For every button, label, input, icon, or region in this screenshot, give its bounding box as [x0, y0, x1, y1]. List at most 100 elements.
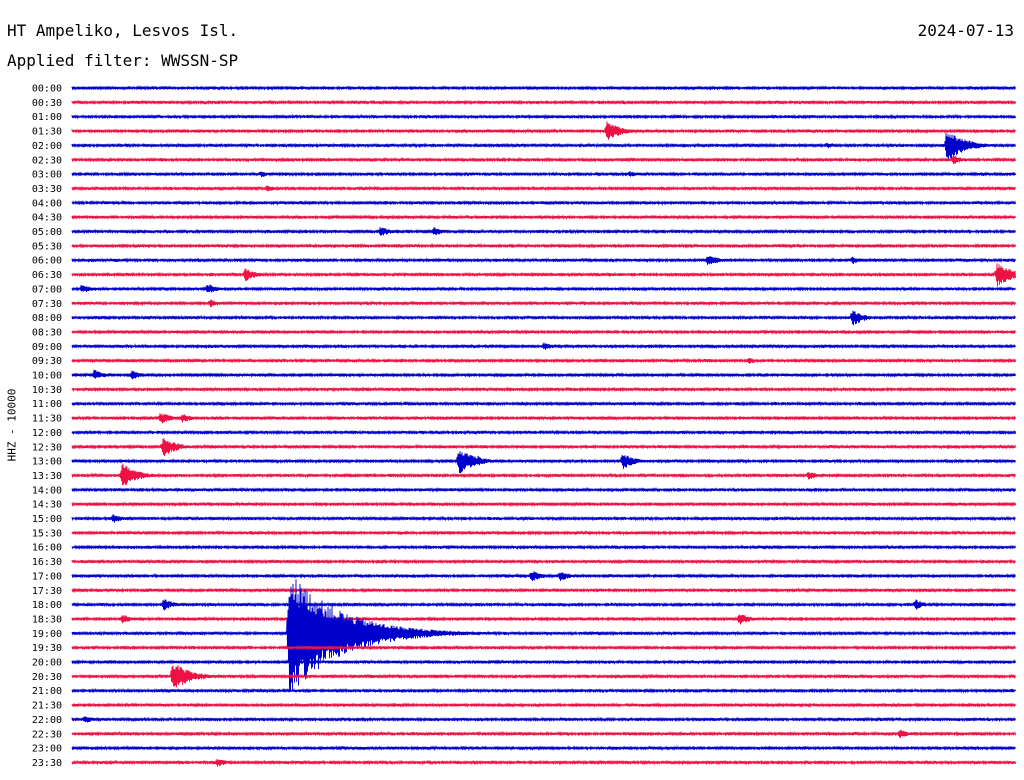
trace-row-1430 [71, 501, 1016, 508]
filter-label: Applied filter: WWSSN-SP [7, 51, 239, 70]
row-time-label: 06:00 [32, 256, 62, 267]
trace-row-0230 [71, 155, 1016, 165]
trace-row-1230 [71, 438, 1016, 457]
row-time-label: 23:00 [32, 744, 62, 755]
row-time-label: 00:00 [32, 84, 62, 95]
trace-row-0730 [71, 299, 1016, 308]
row-time-label: 16:00 [32, 543, 62, 554]
trace-row-0430 [71, 214, 1016, 221]
trace-row-1830 [71, 614, 1016, 625]
row-time-label: 20:30 [32, 672, 62, 683]
row-time-label: 12:00 [32, 428, 62, 439]
trace-row-1130 [71, 413, 1016, 424]
trace-row-1030 [71, 386, 1016, 393]
trace-row-0030 [71, 99, 1016, 106]
row-time-label: 21:00 [32, 686, 62, 697]
station-title: HT Ampeliko, Lesvos Isl. [7, 21, 239, 40]
trace-row-0300 [71, 171, 1016, 178]
row-time-label: 17:30 [32, 586, 62, 597]
row-time-label: 14:00 [32, 485, 62, 496]
trace-row-2030 [71, 665, 1016, 688]
trace-row-0000 [71, 85, 1016, 91]
trace-row-1530 [71, 529, 1016, 536]
row-time-label: 11:00 [32, 399, 62, 410]
trace-row-2330 [71, 758, 1016, 767]
row-time-label: 10:30 [32, 385, 62, 396]
row-time-label: 11:30 [32, 414, 62, 425]
row-time-label: 14:30 [32, 500, 62, 511]
row-time-label: 01:00 [32, 112, 62, 123]
row-time-label: 01:30 [32, 127, 62, 138]
trace-row-0800 [71, 310, 1016, 326]
row-time-label: 21:30 [32, 701, 62, 712]
row-time-label: 15:30 [32, 528, 62, 539]
trace-row-0500 [71, 227, 1016, 236]
trace-row-2200 [71, 716, 1016, 723]
trace-row-0700 [71, 284, 1016, 293]
row-time-label: 10:00 [32, 371, 62, 382]
trace-row-1500 [71, 514, 1016, 523]
row-time-label: 18:30 [32, 614, 62, 625]
row-time-label: 13:00 [32, 457, 62, 468]
trace-row-1700 [71, 571, 1016, 582]
row-time-label: 19:00 [32, 629, 62, 640]
row-time-label: 09:30 [32, 356, 62, 367]
row-time-label: 22:30 [32, 729, 62, 740]
trace-row-0100 [71, 113, 1016, 120]
row-time-label: 20:00 [32, 658, 62, 669]
trace-row-1300 [71, 451, 1016, 474]
row-time-label: 03:30 [32, 184, 62, 195]
trace-row-0200 [71, 133, 1016, 161]
trace-row-0900 [71, 342, 1016, 350]
trace-row-1800 [71, 599, 1016, 611]
row-time-label: 15:00 [32, 514, 62, 525]
row-time-label: 19:30 [32, 643, 62, 654]
row-time-label: 13:30 [32, 471, 62, 482]
trace-row-2130 [71, 702, 1016, 709]
row-time-label: 02:00 [32, 141, 62, 152]
trace-row-2100 [71, 687, 1016, 694]
row-time-label: 08:30 [32, 327, 62, 338]
trace-group [71, 85, 1016, 767]
trace-row-1400 [71, 486, 1016, 493]
row-label-group: 00:00 00:30 01:00 01:30 02:00 02:30 03:00 03:30… [32, 84, 62, 769]
record-date: 2024-07-13 [917, 21, 1014, 40]
row-time-label: 07:00 [32, 284, 62, 295]
row-time-label: 07:30 [32, 299, 62, 310]
row-time-label: 05:30 [32, 241, 62, 252]
trace-row-2300 [71, 745, 1016, 752]
row-time-label: 04:30 [32, 213, 62, 224]
trace-row-0530 [71, 242, 1016, 249]
row-time-label: 17:00 [32, 571, 62, 582]
trace-row-1330 [71, 463, 1016, 486]
trace-row-2000 [71, 659, 1016, 666]
row-time-label: 22:00 [32, 715, 62, 726]
row-time-label: 06:30 [32, 270, 62, 281]
row-time-label: 04:00 [32, 198, 62, 209]
row-time-label: 09:00 [32, 342, 62, 353]
trace-row-1200 [71, 429, 1016, 436]
row-time-label: 05:00 [32, 227, 62, 238]
row-time-label: 12:30 [32, 442, 62, 453]
trace-row-1730 [71, 587, 1016, 594]
trace-row-1900 [71, 579, 1016, 692]
trace-row-0930 [71, 357, 1016, 364]
trace-row-1630 [71, 558, 1016, 565]
trace-row-0330 [71, 185, 1016, 192]
trace-row-2230 [71, 729, 1016, 739]
trace-row-1600 [71, 544, 1016, 551]
trace-row-0830 [71, 328, 1016, 335]
trace-row-1100 [71, 400, 1016, 407]
trace-row-0600 [71, 256, 1016, 265]
row-time-label: 03:00 [32, 170, 62, 181]
row-time-label: 23:30 [32, 758, 62, 769]
row-time-label: 08:00 [32, 313, 62, 324]
trace-row-0130 [71, 121, 1016, 140]
row-time-label: 18:00 [32, 600, 62, 611]
trace-row-1930 [71, 644, 1016, 651]
trace-row-1000 [71, 369, 1016, 380]
trace-row-0630 [71, 263, 1016, 287]
trace-row-0400 [71, 199, 1016, 206]
